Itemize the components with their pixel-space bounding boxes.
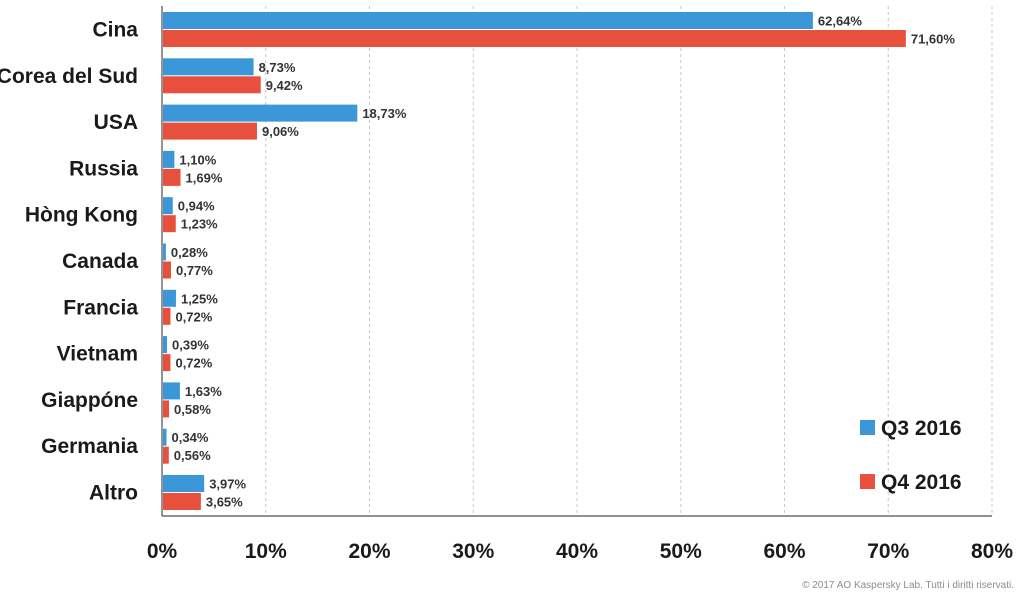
x-tick-label-30: 30%: [452, 540, 494, 563]
value-label-altro-series-1: 3,65%: [206, 495, 243, 510]
bar-canada-series-1: [163, 261, 171, 279]
x-tick-label-50: 50%: [660, 540, 702, 563]
bar-giapp-ne-series-0: [163, 382, 180, 400]
legend-label-series-0: Q3 2016: [881, 417, 962, 440]
category-label-russia: Russia: [69, 157, 138, 180]
value-label-corea-del-sud-series-1: 9,42%: [266, 78, 303, 93]
bar-cina-series-1: [163, 30, 906, 47]
category-label-francia: Francia: [63, 296, 138, 319]
bars: [163, 12, 906, 510]
bar-russia-series-1: [163, 168, 181, 186]
bar-altro-series-1: [163, 493, 201, 510]
bar-vietnam-series-1: [163, 354, 171, 372]
value-label-russia-series-0: 1,10%: [179, 152, 216, 167]
bar-h-ng-kong-series-1: [163, 215, 176, 233]
legend-swatch-series-0: [860, 420, 875, 435]
value-label-usa-series-1: 9,06%: [262, 124, 299, 139]
bar-russia-series-0: [163, 150, 175, 168]
legend-swatch-series-1: [860, 474, 875, 489]
value-label-usa-series-0: 18,73%: [362, 106, 407, 121]
bar-francia-series-0: [163, 289, 176, 307]
category-label-canada: Canada: [62, 250, 138, 273]
bar-altro-series-0: [163, 475, 205, 492]
x-tick-label-80: 80%: [971, 540, 1013, 563]
bar-vietnam-series-0: [163, 336, 168, 354]
value-label-canada-series-0: 0,28%: [171, 245, 208, 260]
legend: Q3 2016 Q4 2016: [860, 417, 962, 494]
value-label-francia-series-1: 0,72%: [175, 309, 212, 324]
category-label-usa: USA: [94, 111, 138, 134]
x-tick-label-0: 0%: [147, 540, 178, 563]
x-tick-label-60: 60%: [763, 540, 805, 563]
value-label-giapp-ne-series-0: 1,63%: [185, 384, 222, 399]
value-label-cina-series-0: 62,64%: [818, 14, 863, 29]
grid-lines: [265, 6, 993, 516]
category-label-giapp-ne: Giappóne: [41, 389, 138, 412]
category-label-h-ng-kong: Hòng Kong: [25, 204, 138, 227]
x-tick-label-10: 10%: [245, 540, 287, 563]
value-label-vietnam-series-1: 0,72%: [175, 356, 212, 371]
category-label-cina: Cina: [92, 19, 138, 42]
value-label-germania-series-0: 0,34%: [172, 430, 209, 445]
value-label-russia-series-1: 1,69%: [186, 170, 223, 185]
bar-germania-series-1: [163, 446, 169, 464]
labels: 0% 10% 20% 30% 40% 50% 60% 70% 80% 62,64% 71,60% Ci…: [0, 14, 1013, 564]
x-tick-label-70: 70%: [867, 540, 909, 563]
axes: [161, 6, 992, 517]
value-label-h-ng-kong-series-1: 1,23%: [181, 217, 218, 232]
bar-germania-series-0: [163, 428, 167, 446]
bar-giapp-ne-series-1: [163, 400, 170, 418]
bar-usa-series-0: [163, 104, 358, 122]
category-label-altro: Altro: [89, 482, 138, 505]
bar-corea-del-sud-series-1: [163, 76, 261, 94]
copyright-notice: © 2017 AO Kaspersky Lab. Tutti i diritti…: [802, 580, 1014, 591]
value-label-h-ng-kong-series-0: 0,94%: [178, 199, 215, 214]
category-label-corea-del-sud: Corea del Sud: [0, 65, 138, 88]
bar-h-ng-kong-series-0: [163, 197, 173, 215]
value-label-giapp-ne-series-1: 0,58%: [174, 402, 211, 417]
x-tick-label-20: 20%: [348, 540, 390, 563]
value-label-francia-series-0: 1,25%: [181, 291, 218, 306]
value-label-vietnam-series-0: 0,39%: [172, 338, 209, 353]
bar-corea-del-sud-series-0: [163, 58, 254, 76]
value-label-altro-series-0: 3,97%: [209, 477, 246, 492]
x-tick-label-40: 40%: [556, 540, 598, 563]
bar-canada-series-0: [163, 243, 166, 261]
bar-francia-series-1: [163, 307, 171, 325]
category-label-vietnam: Vietnam: [57, 343, 138, 366]
category-label-germania: Germania: [41, 435, 138, 458]
legend-label-series-1: Q4 2016: [881, 471, 962, 494]
value-label-cina-series-1: 71,60%: [911, 32, 956, 47]
value-label-corea-del-sud-series-0: 8,73%: [259, 60, 296, 75]
bar-usa-series-1: [163, 122, 257, 140]
value-label-germania-series-1: 0,56%: [174, 448, 211, 463]
bar-cina-series-0: [163, 12, 813, 29]
value-label-canada-series-1: 0,77%: [176, 263, 213, 278]
